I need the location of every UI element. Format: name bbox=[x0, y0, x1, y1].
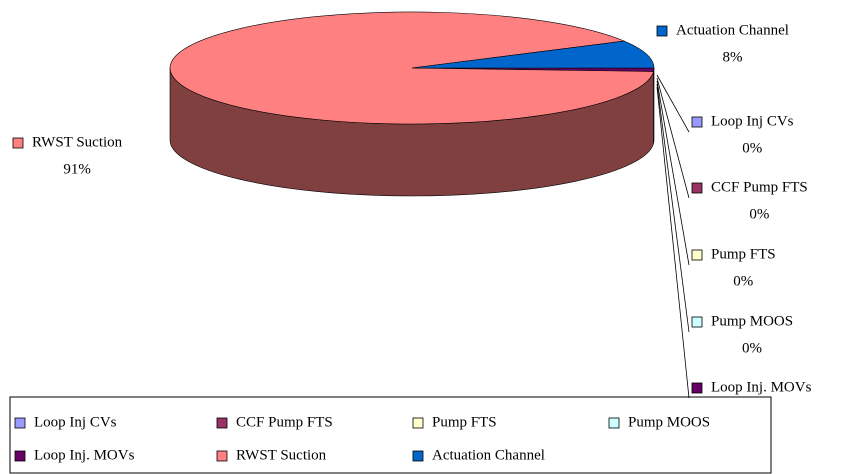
legend-swatch bbox=[216, 417, 228, 429]
label-swatch bbox=[691, 316, 703, 328]
legend-swatch bbox=[412, 417, 424, 429]
legend-swatch bbox=[14, 450, 26, 462]
data-label: Loop Inj. MOVs bbox=[711, 379, 812, 395]
label-swatch bbox=[12, 137, 24, 149]
data-value-label: 0% bbox=[742, 340, 762, 356]
label-swatch bbox=[691, 382, 703, 394]
label-swatch bbox=[691, 249, 703, 261]
data-value-label: 0% bbox=[742, 140, 762, 156]
legend-swatch bbox=[608, 417, 620, 429]
data-value-label: 0% bbox=[733, 273, 753, 289]
legend-label: Loop Inj CVs bbox=[34, 414, 117, 430]
label-swatch bbox=[691, 182, 703, 194]
legend-label: Loop Inj. MOVs bbox=[34, 447, 135, 463]
legend-label: CCF Pump FTS bbox=[236, 414, 333, 430]
data-label: Pump MOOS bbox=[711, 313, 793, 329]
data-value-label: 0% bbox=[749, 206, 769, 222]
data-label: CCF Pump FTS bbox=[711, 179, 808, 195]
data-label: Pump FTS bbox=[711, 246, 776, 262]
data-value-label: 91% bbox=[63, 161, 91, 177]
data-label: RWST Suction bbox=[32, 134, 123, 150]
legend-box bbox=[9, 396, 772, 474]
pie-slice bbox=[411, 40, 655, 69]
pie-slice bbox=[169, 11, 654, 125]
leader-line bbox=[656, 83, 690, 333]
legend-label: Actuation Channel bbox=[432, 447, 545, 463]
leader-line bbox=[656, 74, 690, 133]
legend-swatch bbox=[216, 450, 228, 462]
legend-label: Pump FTS bbox=[432, 414, 497, 430]
leader-line bbox=[656, 86, 690, 399]
label-swatch bbox=[656, 25, 668, 37]
leader-line bbox=[656, 77, 690, 199]
legend-label: RWST Suction bbox=[236, 447, 327, 463]
legend-swatch bbox=[14, 417, 26, 429]
data-label: Actuation Channel bbox=[676, 22, 789, 38]
legend-label: Pump MOOS bbox=[628, 414, 710, 430]
legend-swatch bbox=[412, 450, 424, 462]
label-swatch bbox=[691, 116, 703, 128]
leader-line bbox=[656, 80, 690, 266]
data-label: Loop Inj CVs bbox=[711, 113, 794, 129]
data-value-label: 8% bbox=[722, 49, 742, 65]
